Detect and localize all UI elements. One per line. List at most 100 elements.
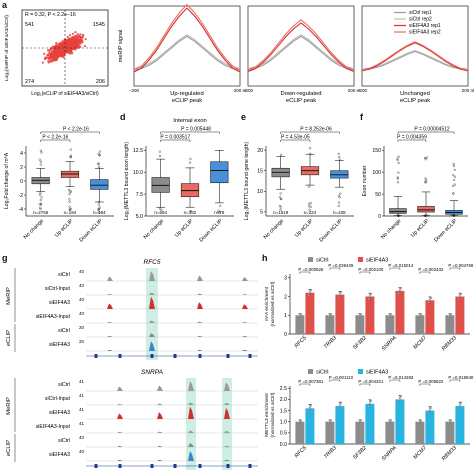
y-tick-label: 0 bbox=[20, 179, 23, 185]
coverage-peak bbox=[224, 445, 230, 447]
replicate-point bbox=[427, 301, 430, 304]
replicate-point bbox=[327, 315, 330, 318]
replicate-point bbox=[398, 289, 401, 292]
profile-x-right: 200 nt bbox=[234, 88, 247, 93]
scatter-point bbox=[59, 50, 62, 53]
scatter-point bbox=[41, 61, 44, 64]
replicate-point bbox=[328, 314, 331, 317]
outlier-point bbox=[337, 201, 341, 204]
category-label: SF3B2 bbox=[352, 335, 368, 351]
outlier-point bbox=[396, 176, 399, 179]
coverage-peak bbox=[107, 276, 113, 281]
profile-line-2 bbox=[133, 34, 241, 69]
outlier-point bbox=[337, 204, 340, 207]
scatter-point bbox=[61, 50, 64, 53]
quadrant-count-br: 206 bbox=[96, 79, 105, 85]
category-label: No change bbox=[23, 218, 45, 240]
n-label: n=694 bbox=[154, 210, 167, 215]
coverage-peak bbox=[107, 321, 113, 323]
exon-block bbox=[150, 354, 154, 358]
y-tick-label: 0.0 bbox=[280, 442, 287, 448]
outlier-point bbox=[308, 147, 312, 150]
coverage-peak bbox=[157, 412, 163, 419]
outlier-point bbox=[308, 208, 311, 211]
scatter-plot: R = 0.32, P < 2.2e−16 541 1545 274 206 Log₂(m… bbox=[4, 9, 109, 97]
profile-line-3 bbox=[247, 22, 355, 73]
outlier-point bbox=[337, 152, 340, 155]
coverage-peak bbox=[149, 292, 155, 295]
boxplot-f: 150 100 50 0 Exon number No change Up eCLIP Dow… bbox=[362, 127, 468, 243]
category-label: Up eCLIP bbox=[174, 218, 195, 239]
track-scale: 41 bbox=[79, 421, 85, 426]
outlier-point bbox=[98, 211, 101, 214]
outlier-point bbox=[69, 155, 73, 159]
y-tick-label: 3 bbox=[284, 276, 287, 282]
category-label: SNRPA bbox=[381, 445, 398, 462]
outlier-point bbox=[337, 155, 341, 159]
replicate-point bbox=[390, 313, 393, 316]
outlier-point bbox=[217, 209, 220, 212]
scatter-point bbox=[54, 48, 57, 51]
outlier-point bbox=[279, 206, 282, 209]
track-label: siEIF4A3 bbox=[49, 452, 70, 458]
panel-letter-c: c bbox=[2, 112, 8, 122]
track-label: siCtrl bbox=[58, 382, 70, 388]
outlier-point bbox=[38, 203, 41, 206]
box-1 bbox=[389, 208, 407, 214]
bracket-2 bbox=[160, 131, 220, 134]
replicate-point bbox=[387, 315, 390, 318]
coverage-peak bbox=[107, 349, 113, 351]
profile-line-2 bbox=[361, 50, 469, 70]
coverage-peak bbox=[117, 386, 123, 391]
outlier-point bbox=[98, 150, 101, 153]
scatter-point bbox=[59, 46, 62, 50]
coverage-peak bbox=[188, 451, 194, 461]
outlier-point bbox=[39, 192, 42, 195]
coverage-peak bbox=[197, 321, 203, 323]
legend-swatch-ctrl bbox=[308, 257, 313, 262]
replicate-point bbox=[310, 289, 313, 292]
scatter-point bbox=[63, 52, 66, 55]
boxplot-e: 20 15 10 5 Log₂(METTL3 bound gene length) No … bbox=[244, 127, 354, 243]
y-tick-label: 10.0 bbox=[133, 170, 143, 176]
track-label: siCtrl-Input bbox=[45, 286, 71, 292]
category-label: MCM7 bbox=[412, 444, 428, 460]
bar-kd bbox=[425, 300, 435, 334]
scatter-point bbox=[72, 43, 75, 46]
panel-letter-g: g bbox=[2, 253, 8, 263]
outlier-point bbox=[309, 201, 312, 205]
replicate-point bbox=[297, 315, 300, 318]
replicate-point bbox=[337, 407, 340, 410]
track-scale: 41 bbox=[79, 379, 85, 384]
replicate-point bbox=[308, 407, 311, 410]
scatter-point bbox=[60, 52, 63, 55]
category-label: Down eCLIP bbox=[78, 218, 104, 244]
coverage-peak bbox=[224, 459, 230, 461]
replicate-point bbox=[390, 419, 393, 422]
scatter-point bbox=[56, 52, 59, 55]
bar-kd bbox=[335, 294, 345, 334]
category-label: Up eCLIP bbox=[294, 218, 315, 239]
y-tick-label: 1.0 bbox=[280, 419, 287, 425]
coverage-peak bbox=[188, 443, 194, 447]
replicate-point bbox=[457, 297, 460, 300]
replicate-point bbox=[400, 395, 403, 398]
coverage-peak bbox=[117, 403, 123, 405]
replicate-point bbox=[388, 420, 391, 423]
coverage-peak bbox=[117, 431, 123, 433]
bar-kd bbox=[365, 296, 375, 334]
profile-line-1 bbox=[247, 35, 355, 71]
replicate-point bbox=[460, 402, 463, 405]
legend-ctrl: siCtrl bbox=[316, 258, 329, 264]
replicate-point bbox=[367, 405, 370, 408]
outlier-point bbox=[39, 163, 42, 166]
profile-ylabel: meRIP signal bbox=[118, 30, 124, 63]
replicate-point bbox=[398, 398, 401, 401]
exon-block bbox=[118, 464, 122, 468]
outlier-point bbox=[424, 177, 427, 180]
profile-group-label: Down-regulated bbox=[281, 91, 322, 97]
scatter-point bbox=[62, 42, 65, 45]
scatter-point bbox=[82, 33, 85, 37]
outlier-point bbox=[279, 192, 282, 195]
outlier-point bbox=[424, 158, 427, 161]
